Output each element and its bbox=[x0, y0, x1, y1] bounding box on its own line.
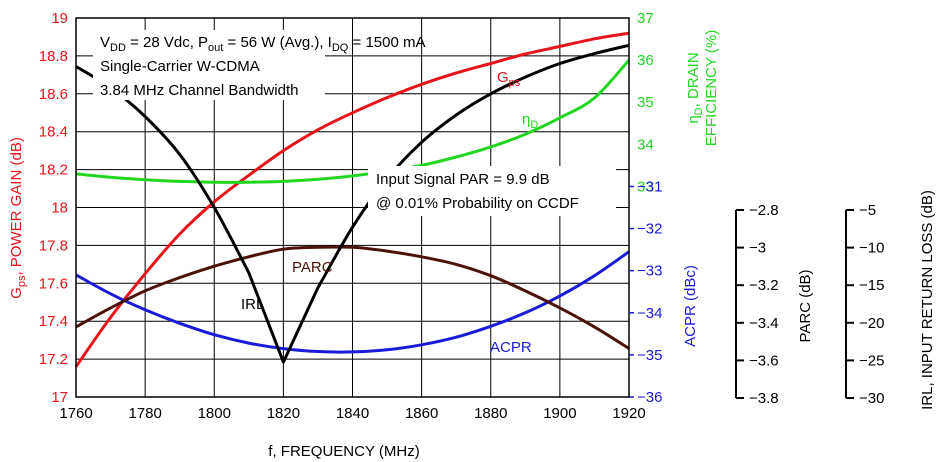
x-tick-label-6: 1880 bbox=[474, 405, 507, 422]
plot-border bbox=[75, 17, 630, 398]
efficiency-tick-label-4: 37 bbox=[637, 10, 654, 27]
gain-tick-label-6: 18.2 bbox=[39, 162, 68, 179]
conditions-box bbox=[93, 30, 325, 100]
acpr-tick-label-2: −34 bbox=[637, 305, 662, 322]
gain-tick-label-9: 18.8 bbox=[39, 48, 68, 65]
parc-tick-label-0: −2.8 bbox=[749, 202, 779, 219]
parc-tick-label-1: −3 bbox=[749, 240, 766, 257]
gain-tick-label-4: 17.8 bbox=[39, 237, 68, 254]
x-tick-label-7: 1900 bbox=[543, 405, 576, 422]
efficiency-tick-label-0: 33 bbox=[637, 178, 654, 195]
x-tick-label-1: 1780 bbox=[128, 405, 161, 422]
efficiency-tick-label-1: 34 bbox=[637, 136, 654, 153]
x-tick-label-4: 1840 bbox=[336, 405, 369, 422]
irl-tick-label-4: −25 bbox=[859, 352, 884, 369]
x-tick-label-5: 1860 bbox=[405, 405, 438, 422]
x-tick-label-0: 1760 bbox=[59, 405, 92, 422]
series-line-gain bbox=[74, 31, 630, 368]
acpr-tick-label-3: −33 bbox=[637, 263, 662, 280]
grid bbox=[75, 17, 630, 398]
gain-tick-label-7: 18.4 bbox=[39, 124, 68, 141]
series-label-gps: Gps bbox=[497, 69, 521, 89]
acpr-tick-label-4: −32 bbox=[637, 221, 662, 238]
gain-tick-label-3: 17.6 bbox=[39, 275, 68, 292]
acpr-tick-label-1: −35 bbox=[637, 347, 662, 364]
series-label-irl: IRL bbox=[241, 296, 264, 313]
acpr-tick-label-0: −36 bbox=[637, 389, 662, 406]
plot-frame bbox=[75, 17, 630, 398]
par-box bbox=[368, 166, 616, 216]
acpr-axis-title: ACPR (dBc) bbox=[682, 265, 699, 347]
efficiency-tick-label-2: 35 bbox=[637, 94, 654, 111]
gain-tick-label-0: 17 bbox=[51, 389, 68, 406]
parc-tick-label-3: −3.4 bbox=[749, 315, 779, 332]
parc-tick-label-2: −3.2 bbox=[749, 277, 779, 294]
series-line-efficiency bbox=[75, 59, 631, 184]
efficiency-axis-title-1: ηD, DRAIN bbox=[685, 52, 705, 123]
x-tick-label-2: 1800 bbox=[198, 405, 231, 422]
par-line-1: Input Signal PAR = 9.9 dB bbox=[376, 171, 550, 188]
efficiency-tick-label-3: 36 bbox=[637, 52, 654, 69]
parc-tick-label-5: −3.8 bbox=[749, 390, 779, 407]
irl-tick-label-0: −5 bbox=[859, 202, 876, 219]
gain-tick-label-5: 18 bbox=[51, 200, 68, 217]
par-line-2: @ 0.01% Probability on CCDF bbox=[376, 195, 579, 212]
irl-axis-title: IRL, INPUT RETURN LOSS (dB) bbox=[919, 190, 936, 410]
conditions-line-3: 3.84 MHz Channel Bandwidth bbox=[100, 82, 298, 99]
parc-tick-label-4: −3.6 bbox=[749, 352, 779, 369]
irl-tick-label-1: −10 bbox=[859, 240, 884, 257]
gain-tick-label-2: 17.4 bbox=[39, 313, 68, 330]
irl-tick-label-3: −20 bbox=[859, 315, 884, 332]
x-tick-label-3: 1820 bbox=[267, 405, 300, 422]
gain-tick-label-10: 19 bbox=[51, 10, 68, 27]
acpr-tick-label-5: −31 bbox=[637, 178, 662, 195]
series-line-parc bbox=[75, 245, 630, 350]
irl-tick-label-2: −15 bbox=[859, 277, 884, 294]
series-label-eta: ηD bbox=[522, 111, 538, 131]
x-axis-title: f, FREQUENCY (MHz) bbox=[268, 443, 419, 460]
irl-tick-label-5: −30 bbox=[859, 390, 884, 407]
series-label-parc: PARC bbox=[292, 259, 333, 276]
gain-axis-title: Gps, POWER GAIN (dB) bbox=[8, 137, 28, 299]
parc-axis-title: PARC (dB) bbox=[797, 269, 814, 342]
axes: 1760 1780 1800 1820 1840 1860 1880 1900 1920 17 17… bbox=[39, 10, 885, 422]
series-line-acpr bbox=[75, 250, 630, 354]
series-label-acpr: ACPR bbox=[490, 339, 532, 356]
x-tick-label-8: 1920 bbox=[612, 405, 645, 422]
gain-tick-label-1: 17.2 bbox=[39, 351, 68, 368]
efficiency-axis-title-2: EFFICIENCY (%) bbox=[703, 30, 720, 146]
conditions-line-1: VDD = 28 Vdc, Pout = 56 W (Avg.), IDQ = … bbox=[100, 34, 426, 54]
gain-tick-label-8: 18.6 bbox=[39, 86, 68, 103]
conditions-line-2: Single-Carrier W-CDMA bbox=[100, 58, 260, 75]
